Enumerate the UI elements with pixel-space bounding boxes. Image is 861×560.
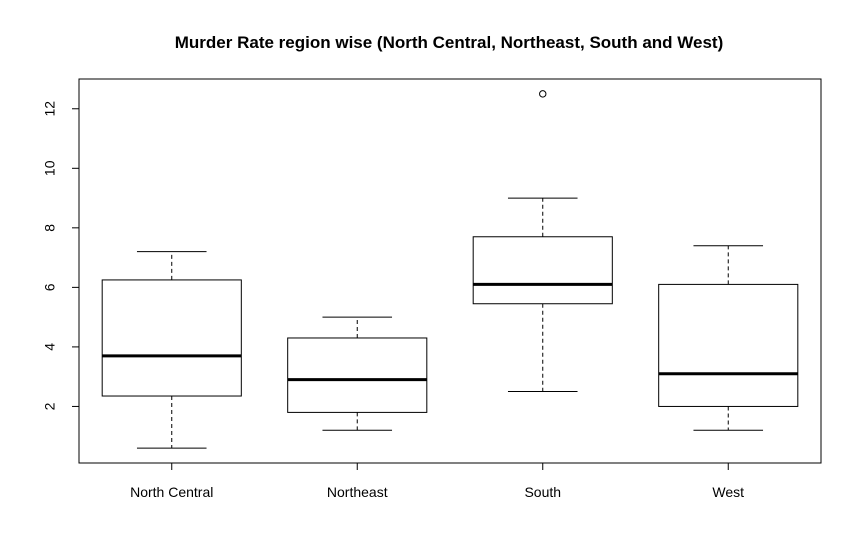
box-iqr <box>658 283 799 407</box>
y-tick-label: 10 <box>42 160 58 176</box>
outlier-point <box>539 90 547 98</box>
boxes <box>101 90 799 449</box>
y-tick-label: 2 <box>42 402 58 410</box>
box-iqr <box>101 279 242 397</box>
box-group <box>658 245 799 431</box>
box-group <box>287 316 428 431</box>
x-tick-label: North Central <box>130 484 213 500</box>
box-group <box>472 90 613 393</box>
chart-title: Murder Rate region wise (North Central, … <box>175 33 723 52</box>
x-tick-label: West <box>712 484 744 500</box>
y-tick-label: 6 <box>42 283 58 291</box>
x-tick-label: South <box>524 484 561 500</box>
box-iqr <box>287 337 428 413</box>
y-tick-label: 12 <box>42 101 58 117</box>
box-iqr <box>472 236 613 305</box>
x-axis: North Central Northeast South West <box>130 462 744 500</box>
y-tick-label: 4 <box>42 343 58 351</box>
box-group <box>101 251 242 449</box>
y-tick-label: 8 <box>42 224 58 232</box>
x-tick-label: Northeast <box>327 484 388 500</box>
y-axis: 2 4 6 8 10 12 <box>42 101 80 410</box>
